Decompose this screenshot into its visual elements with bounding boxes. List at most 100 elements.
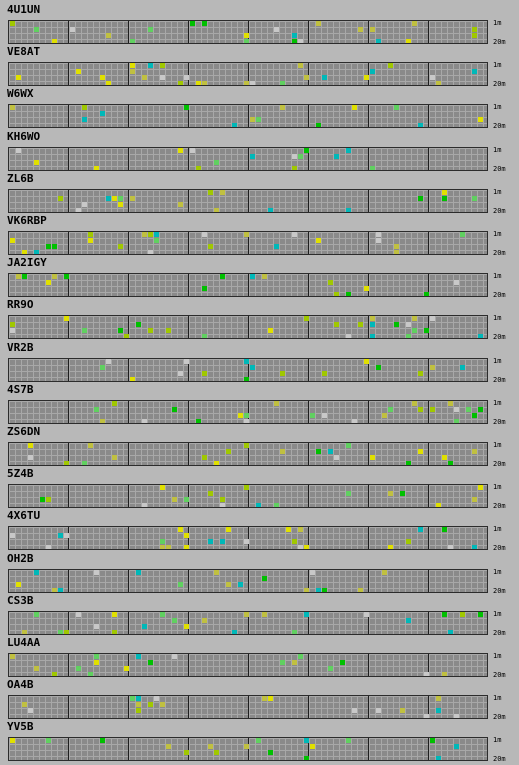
activity-cell [244, 33, 249, 38]
hour-divider [248, 400, 249, 423]
hour-divider [428, 654, 429, 676]
activity-cell [436, 503, 441, 508]
hour-divider [248, 738, 249, 761]
activity-cell [82, 461, 87, 465]
activity-cell [304, 611, 309, 617]
activity-cell [430, 75, 435, 81]
hour-divider [68, 527, 69, 550]
hour-divider [68, 696, 69, 719]
activity-cell [202, 617, 207, 623]
activity-cell [220, 274, 225, 280]
activity-cell [136, 702, 141, 708]
activity-cell [52, 39, 57, 43]
activity-cell [184, 75, 189, 81]
hour-divider [188, 63, 189, 86]
activity-cell [250, 153, 255, 159]
activity-cell [346, 292, 351, 297]
activity-cell [160, 539, 165, 545]
activity-cell [376, 238, 381, 243]
activity-cell [34, 666, 39, 671]
activity-cell [184, 497, 189, 503]
hour-divider [308, 147, 309, 170]
activity-cell [220, 189, 225, 195]
activity-cell [346, 738, 351, 744]
activity-cell [172, 406, 177, 412]
activity-cell [64, 316, 69, 322]
band-activity-grid [8, 737, 488, 762]
activity-cell [142, 623, 147, 629]
band-activity-grid [8, 526, 488, 551]
band-label-bottom: 20m [493, 291, 506, 300]
activity-cell [22, 702, 27, 708]
hour-divider [128, 696, 129, 719]
activity-cell [10, 105, 15, 111]
band-activity-grid [8, 273, 488, 298]
hour-divider [128, 527, 129, 550]
station-row: 4U1UN 1m 20m [0, 4, 519, 47]
activity-cell [400, 708, 405, 714]
hour-divider [368, 527, 369, 550]
activity-cell [412, 21, 417, 26]
activity-cell [148, 27, 153, 32]
activity-cell [316, 587, 321, 592]
activity-cell [178, 581, 183, 587]
hour-divider [248, 485, 249, 508]
activity-cell [100, 75, 105, 81]
activity-cell [280, 449, 285, 454]
activity-cell [166, 328, 171, 334]
activity-cell [298, 63, 303, 69]
activity-cell [160, 63, 165, 69]
activity-cell [394, 322, 399, 328]
hour-divider [188, 358, 189, 381]
band-label-bottom: 20m [493, 502, 506, 511]
activity-cell [256, 503, 261, 508]
activity-cell [304, 75, 309, 81]
hour-divider [428, 485, 429, 508]
activity-cell [142, 418, 147, 423]
activity-cell [262, 575, 267, 581]
activity-cell [250, 81, 255, 86]
hour-divider [308, 21, 309, 43]
hour-divider [308, 63, 309, 86]
activity-cell [202, 455, 207, 460]
activity-cell [376, 39, 381, 43]
hour-divider [368, 189, 369, 212]
activity-cell [280, 81, 285, 86]
activity-cell [376, 708, 381, 714]
activity-cell [280, 105, 285, 111]
station-row: VR2B 1m 20m [0, 341, 519, 384]
band-activity-grid [8, 146, 488, 171]
hour-divider [68, 611, 69, 634]
activity-cell [448, 545, 453, 550]
hour-divider [188, 485, 189, 508]
activity-cell [478, 485, 483, 491]
activity-cell [172, 617, 177, 623]
activity-cell [10, 533, 15, 539]
hour-divider [428, 63, 429, 86]
activity-cell [352, 105, 357, 111]
activity-cell [244, 485, 249, 491]
activity-cell [100, 418, 105, 423]
activity-cell [130, 696, 135, 702]
activity-cell [136, 696, 141, 702]
activity-cell [220, 539, 225, 545]
hour-divider [308, 274, 309, 297]
activity-cell [394, 244, 399, 249]
activity-cell [16, 147, 21, 153]
hour-divider [308, 443, 309, 465]
activity-cell [202, 81, 207, 86]
activity-cell [370, 165, 375, 170]
activity-cell [430, 738, 435, 744]
activity-cell [184, 623, 189, 629]
activity-cell [64, 461, 69, 465]
activity-cell [364, 75, 369, 81]
activity-cell [34, 159, 39, 165]
activity-cell [358, 322, 363, 328]
activity-cell [328, 666, 333, 671]
activity-cell [424, 328, 429, 334]
activity-cell [436, 696, 441, 702]
hour-divider [248, 21, 249, 43]
hour-divider [248, 611, 249, 634]
band-label-bottom: 20m [493, 586, 506, 595]
activity-cell [370, 316, 375, 322]
